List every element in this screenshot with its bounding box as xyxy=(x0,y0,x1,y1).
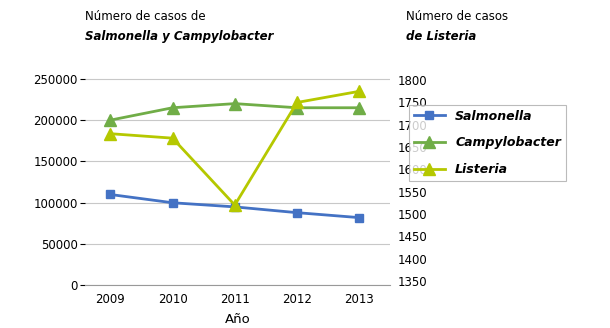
Text: Número de casos de: Número de casos de xyxy=(85,10,206,23)
Text: de Listeria: de Listeria xyxy=(406,30,476,43)
X-axis label: Año: Año xyxy=(225,313,251,326)
Text: Número de casos: Número de casos xyxy=(406,10,508,23)
Legend: Salmonella, Campylobacter, Listeria: Salmonella, Campylobacter, Listeria xyxy=(409,105,566,181)
Text: Salmonella y Campylobacter: Salmonella y Campylobacter xyxy=(85,30,274,43)
